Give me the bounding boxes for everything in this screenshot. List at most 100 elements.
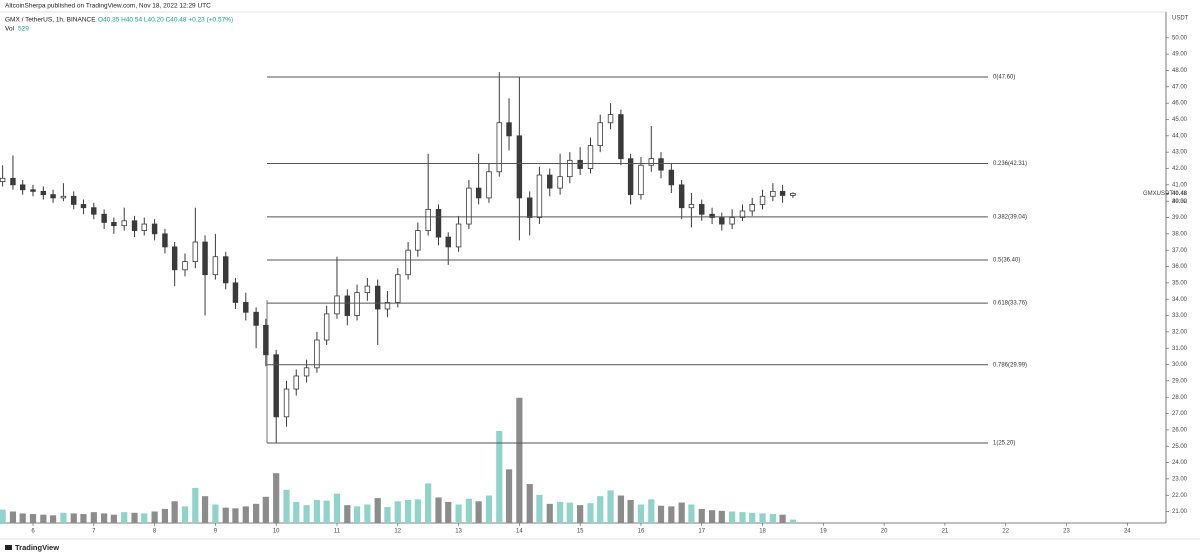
x-tick-label: 12 [394, 529, 401, 535]
volume-label: Vol [5, 26, 15, 33]
volume-bar [425, 483, 432, 523]
volume-bar [749, 512, 756, 523]
y-tick-label: 47.00 [1172, 84, 1188, 90]
volume-bar [212, 504, 219, 523]
x-tick-label: 8 [153, 529, 157, 535]
candle-body [283, 388, 290, 418]
candle-body [729, 217, 735, 225]
candle-body [80, 204, 87, 209]
volume-bar [435, 497, 442, 523]
candle-body [678, 184, 685, 209]
volume-bar [384, 507, 391, 523]
y-tick-label: 38.00 [1172, 231, 1188, 237]
volume-bar [505, 469, 513, 523]
candle-body [445, 236, 451, 248]
x-tick-label: 7 [92, 529, 96, 535]
volume-bar [60, 512, 67, 523]
x-tick-label: 20 [881, 529, 888, 535]
volume-bar [0, 509, 6, 523]
candle-body [40, 190, 47, 196]
y-tick-label: 44.00 [1172, 133, 1188, 139]
volume-bar [516, 397, 523, 523]
candle-body [19, 184, 26, 191]
fib-label: 1(25.20) [993, 441, 1015, 447]
y-tick-label: 26.00 [1172, 427, 1188, 433]
candle-body [587, 145, 594, 169]
y-tick-label: 35.00 [1172, 280, 1188, 286]
volume-bar [374, 498, 381, 523]
y-tick-label: 24.00 [1172, 460, 1188, 466]
volume-bar [698, 508, 705, 523]
candle-body [314, 339, 320, 369]
volume-bar [556, 501, 564, 523]
candle-body [344, 295, 351, 316]
volume-bar [678, 502, 685, 523]
candle-body [567, 159, 573, 178]
candle-body [50, 194, 56, 199]
y-tick-label: 48.00 [1172, 68, 1188, 74]
volume-bar [273, 473, 280, 523]
candle-body [182, 261, 188, 271]
x-tick-label: 16 [638, 529, 645, 535]
volume-bar [323, 500, 330, 523]
brand-logo [5, 545, 12, 550]
volume-bar [19, 513, 26, 523]
volume-bar [627, 500, 634, 523]
y-tick-label: 37.00 [1172, 248, 1188, 254]
volume-bar [29, 514, 37, 523]
candle-body [779, 190, 786, 196]
volume-bar [161, 508, 169, 523]
y-tick-label: 31.00 [1172, 346, 1188, 352]
candle-body [10, 177, 16, 186]
publish-info: AltcoinSherpa published on TradingView.c… [5, 3, 211, 10]
candle-body [91, 207, 97, 215]
candle-body [699, 204, 705, 215]
candle-body [739, 210, 746, 218]
volume-bar [242, 506, 249, 523]
volume-bar [222, 507, 229, 523]
volume-bar [759, 513, 766, 523]
volume-bar [405, 500, 412, 523]
candle-body [648, 158, 655, 166]
y-tick-label: 25.00 [1172, 444, 1188, 450]
y-tick-label: 36.00 [1172, 264, 1188, 270]
volume-bar [101, 513, 108, 523]
candle-body [374, 285, 381, 310]
volume-bar [353, 506, 361, 523]
candle-body [516, 135, 523, 199]
y-tick-label: 46.00 [1172, 101, 1188, 107]
y-tick-label: 40.00 [1172, 199, 1188, 205]
ohlc-info: O40.35 H40.54 L40.20 C40.48 +0.23 (+0.57… [98, 17, 233, 24]
volume-bar [313, 500, 321, 523]
candle-body [30, 189, 36, 192]
candle-body [607, 114, 614, 124]
volume-bar [617, 495, 624, 523]
candle-body [192, 241, 199, 263]
y-tick-label: 27.00 [1172, 411, 1188, 417]
candle-body [597, 122, 603, 147]
y-tick-label: 33.00 [1172, 313, 1188, 319]
volume-bar [455, 504, 462, 523]
y-tick-label: 43.00 [1172, 150, 1188, 156]
volume-bar [577, 505, 584, 523]
candle-body [790, 192, 796, 196]
x-tick-label: 23 [1063, 529, 1070, 535]
volume-bar [789, 519, 797, 523]
volume-bar [80, 514, 87, 523]
candle-body [334, 295, 340, 315]
x-tick-label: 13 [455, 529, 462, 535]
volume-bar [131, 512, 138, 523]
candle-body [121, 220, 127, 227]
candle-body [618, 114, 624, 160]
candle-body [131, 220, 138, 231]
volume-bar [49, 515, 57, 523]
volume-bar [718, 510, 725, 523]
volume-bar [708, 510, 716, 523]
symbol-tag: GMXUSDT [1143, 191, 1173, 197]
volume-bar [587, 503, 594, 523]
x-tick-label: 19 [820, 529, 827, 535]
symbol-info: GMX / TetherUS, 1h, BINANCE [5, 17, 96, 24]
y-tick-label: 29.00 [1172, 378, 1188, 384]
volume-bar [769, 514, 776, 523]
